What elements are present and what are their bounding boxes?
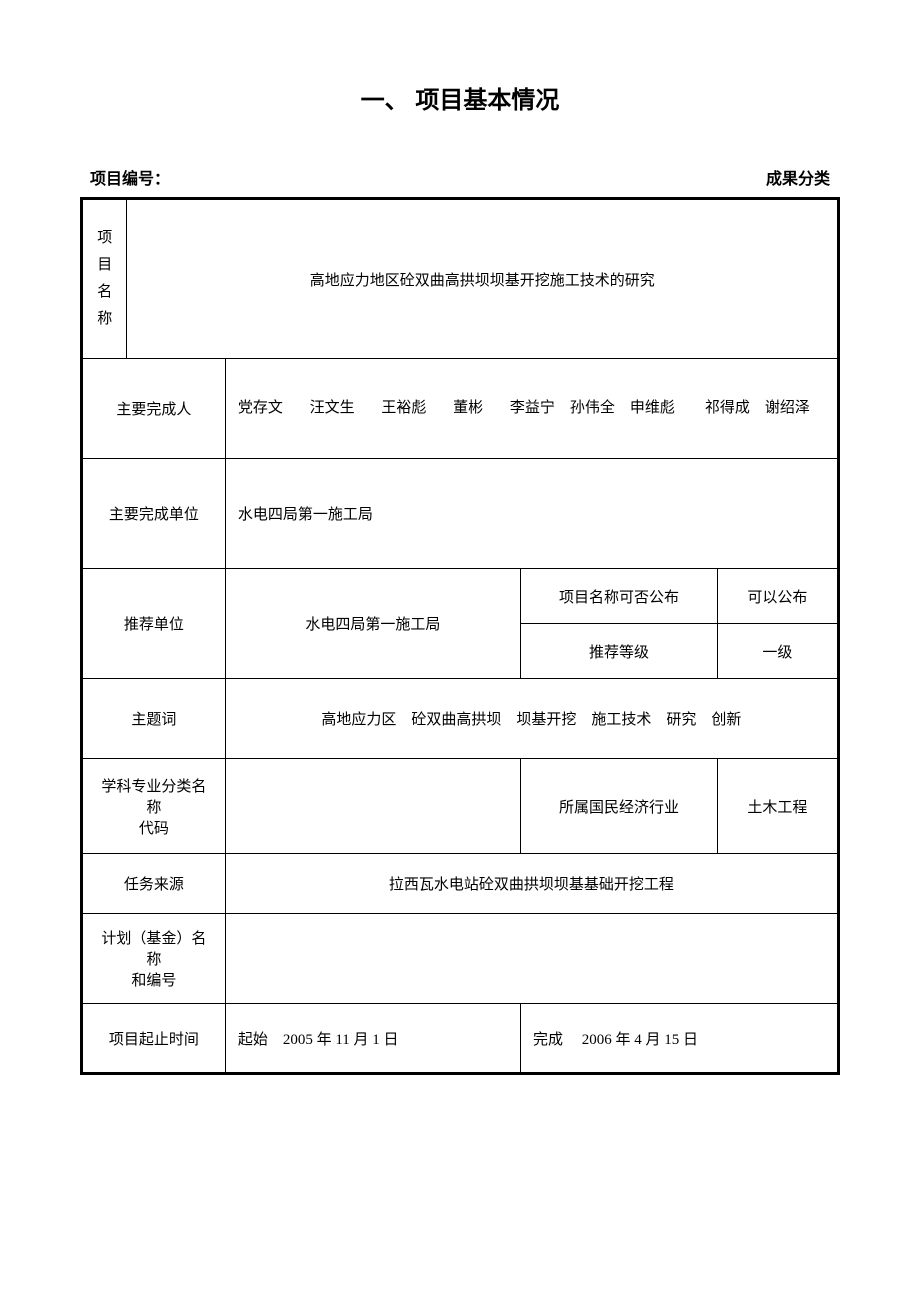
label-unit: 主要完成单位: [82, 459, 226, 569]
project-info-table: 项目名称 高地应力地区砼双曲高拱坝坝基开挖施工技术的研究 主要完成人 党存文 汪…: [80, 197, 840, 1075]
label-task-source: 任务来源: [82, 854, 226, 914]
header-row: 项目编号： 成果分类: [80, 165, 840, 189]
value-unit: 水电四局第一施工局: [225, 459, 838, 569]
value-recommender: 水电四局第一施工局: [225, 569, 520, 679]
row-time: 项目起止时间 起始 2005 年 11 月 1 日 完成 2006 年 4 月 …: [82, 1004, 839, 1074]
result-category-label: 成果分类: [766, 165, 830, 189]
label-industry: 所属国民经济行业: [521, 759, 718, 854]
value-discipline: [225, 759, 520, 854]
label-recommend-level: 推荐等级: [521, 624, 718, 679]
row-recommender-1: 推荐单位 水电四局第一施工局 项目名称可否公布 可以公布: [82, 569, 839, 624]
label-publishable: 项目名称可否公布: [521, 569, 718, 624]
row-task-source: 任务来源 拉西瓦水电站砼双曲拱坝坝基基础开挖工程: [82, 854, 839, 914]
value-end-time: 完成 2006 年 4 月 15 日: [521, 1004, 839, 1074]
label-plan: 计划（基金）名称和编号: [82, 914, 226, 1004]
label-project-name: 项目名称: [82, 199, 127, 359]
label-time: 项目起止时间: [82, 1004, 226, 1074]
value-project-name: 高地应力地区砼双曲高拱坝坝基开挖施工技术的研究: [127, 199, 839, 359]
value-task-source: 拉西瓦水电站砼双曲拱坝坝基基础开挖工程: [225, 854, 838, 914]
row-keywords: 主题词 高地应力区 砼双曲高拱坝 坝基开挖 施工技术 研究 创新: [82, 679, 839, 759]
value-start-time: 起始 2005 年 11 月 1 日: [225, 1004, 520, 1074]
value-publishable: 可以公布: [717, 569, 838, 624]
project-number-label: 项目编号：: [90, 165, 170, 189]
row-discipline: 学科专业分类名称代码 所属国民经济行业 土木工程: [82, 759, 839, 854]
label-contributors: 主要完成人: [82, 359, 226, 459]
label-discipline: 学科专业分类名称代码: [82, 759, 226, 854]
row-project-name: 项目名称 高地应力地区砼双曲高拱坝坝基开挖施工技术的研究: [82, 199, 839, 359]
value-industry: 土木工程: [717, 759, 838, 854]
row-plan: 计划（基金）名称和编号: [82, 914, 839, 1004]
label-recommender: 推荐单位: [82, 569, 226, 679]
row-unit: 主要完成单位 水电四局第一施工局: [82, 459, 839, 569]
value-plan: [225, 914, 838, 1004]
value-recommend-level: 一级: [717, 624, 838, 679]
label-keywords: 主题词: [82, 679, 226, 759]
page-title: 一、 项目基本情况: [80, 80, 840, 115]
row-contributors: 主要完成人 党存文 汪文生 王裕彪 董彬 李益宁 孙伟全 申维彪 祁得成 谢绍泽: [82, 359, 839, 459]
value-contributors: 党存文 汪文生 王裕彪 董彬 李益宁 孙伟全 申维彪 祁得成 谢绍泽: [225, 359, 838, 459]
value-keywords: 高地应力区 砼双曲高拱坝 坝基开挖 施工技术 研究 创新: [225, 679, 838, 759]
